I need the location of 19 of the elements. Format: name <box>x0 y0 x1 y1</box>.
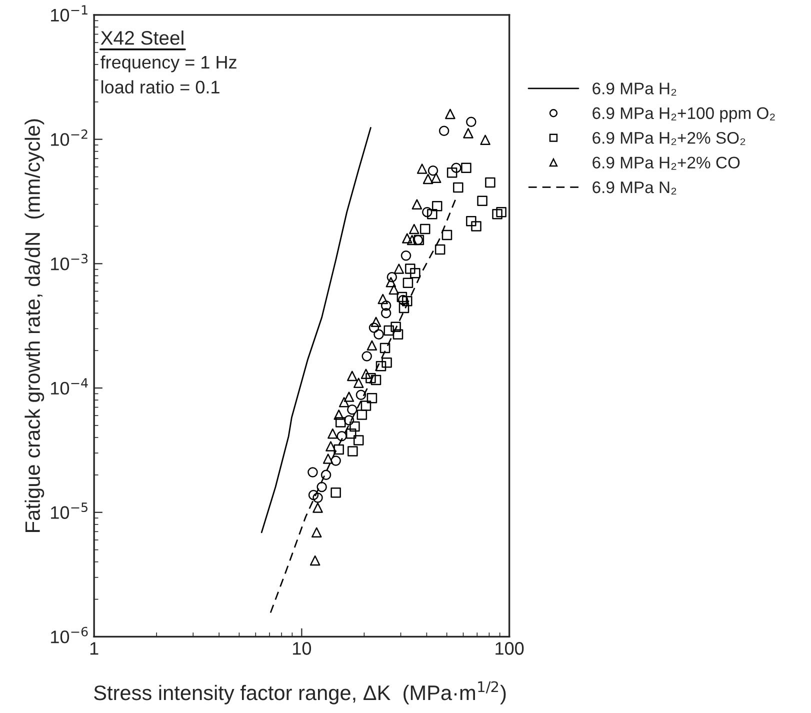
x-tick-label: 1 <box>90 642 98 655</box>
y-tick-label: 10$^{−4}$ <box>51 378 88 395</box>
legend-label: 6.9 MPa H₂+2% SO₂ <box>592 132 746 146</box>
legend-label: 6.9 MPa H₂ <box>592 82 676 96</box>
legend-label: 6.9 MPa H₂+2% CO <box>592 156 740 170</box>
legend-label: 6.9 MPa N₂ <box>592 181 676 194</box>
x-tick-label: 10 <box>293 642 312 655</box>
annotation: X42 Steel <box>100 30 184 45</box>
y-tick-label: 10$^{−5}$ <box>51 502 88 519</box>
legend-label: 6.9 MPa H₂+100 ppm O₂ <box>592 107 775 122</box>
x-tick-label: 100 <box>496 642 524 655</box>
y-tick-label: 10$^{−6}$ <box>51 626 88 644</box>
y-tick-label: 10$^{−1}$ <box>51 5 88 22</box>
x-axis-title: Stress intensity factor range, ΔK (MPa·m$^{1/2}$) <box>94 681 506 704</box>
annotation: load ratio = 0.1 <box>102 80 220 94</box>
y-axis-title: Fatigue crack growth rate, da/dN (mm/cycle) <box>24 119 44 532</box>
annotation: frequency = 1 Hz <box>100 55 236 72</box>
y-tick-label: 10$^{−2}$ <box>51 129 88 146</box>
y-tick-label: 10$^{−3}$ <box>51 254 88 270</box>
